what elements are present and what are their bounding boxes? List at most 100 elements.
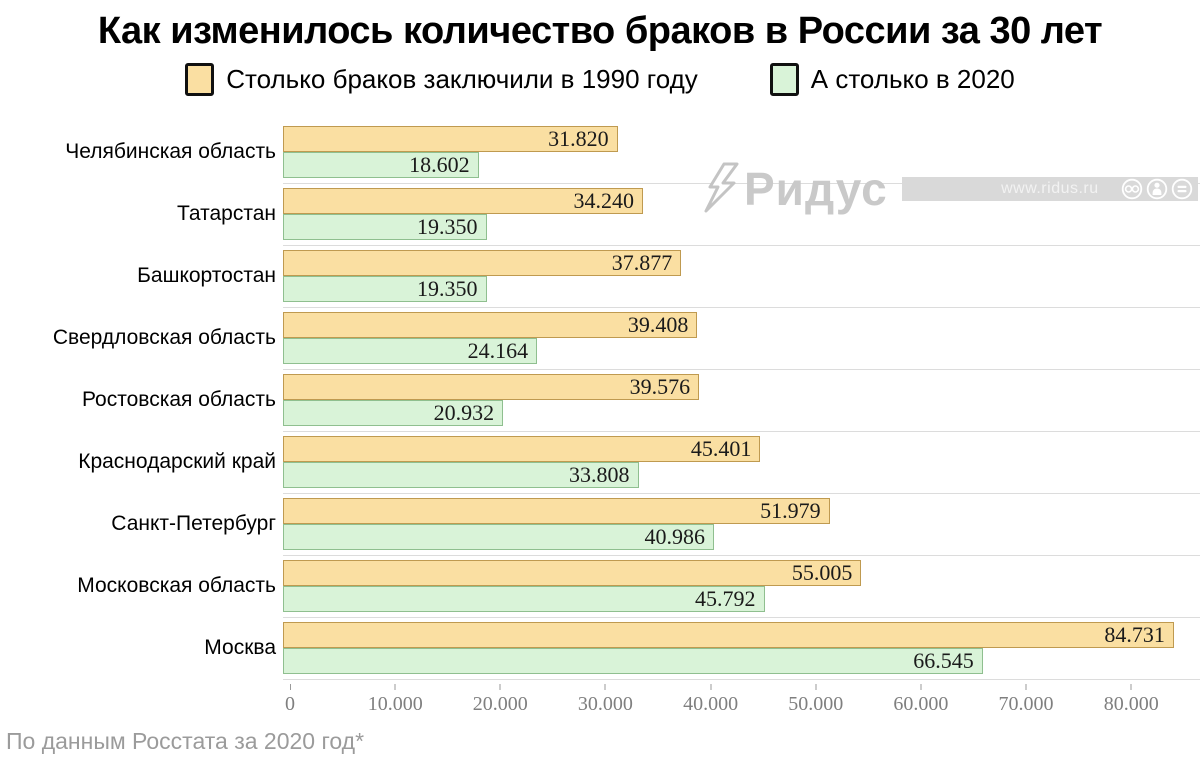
bar-value-label: 84.731 <box>1104 621 1165 647</box>
axis-tick: 10.000 <box>367 683 423 716</box>
tick-mark <box>289 683 291 690</box>
axis-tick: 30.000 <box>577 683 633 716</box>
category-label: Свердловская область <box>52 325 276 349</box>
bar-2020: 33.808 <box>283 461 639 488</box>
category-label: Башкортостан <box>137 263 276 287</box>
tick-mark <box>394 683 396 690</box>
bar-value-label: 55.005 <box>791 559 853 585</box>
tick-label: 50.000 <box>788 692 844 715</box>
bar-2020: 18.602 <box>283 151 479 178</box>
legend-label-2020: А столько в 2020 <box>810 63 1015 94</box>
axis-tick: 20.000 <box>472 683 528 716</box>
chart-row-moscow-oblast: Московская область 55.005 45.792 <box>0 559 1200 618</box>
bar-pair: 37.877 19.350 <box>283 249 1200 308</box>
tick-mark <box>710 683 712 690</box>
bar-1990: 39.576 <box>283 373 700 400</box>
tick-label: 40.000 <box>683 692 739 715</box>
bar-2020: 24.164 <box>283 337 538 364</box>
category-label: Челябинская область <box>65 139 276 163</box>
page-title: Как изменилось количество браков в Росси… <box>97 10 1103 52</box>
bar-value-label: 51.979 <box>760 497 821 523</box>
axis-tick: 0 <box>285 683 295 716</box>
bar-value-label: 31.820 <box>548 125 609 151</box>
tick-label: 10.000 <box>367 692 423 715</box>
axis-tick: 60.000 <box>893 683 949 716</box>
bar-value-label: 19.350 <box>417 275 478 301</box>
legend-item-1990: Столько браков заключили в 1990 году <box>185 62 698 96</box>
bar-2020: 19.350 <box>283 275 487 302</box>
chart-row-rostov: Ростовская область 39.576 20.932 <box>0 373 1200 432</box>
bar-pair: 39.408 24.164 <box>283 311 1200 370</box>
legend-label-1990: Столько браков заключили в 1990 году <box>226 63 698 94</box>
bar-value-label: 20.932 <box>433 399 495 425</box>
axis-tick: 50.000 <box>788 683 844 716</box>
bar-pair: 45.401 33.808 <box>283 435 1200 494</box>
bar-value-label: 40.986 <box>644 523 706 549</box>
bar-2020: 20.932 <box>283 399 504 426</box>
bar-1990: 55.005 <box>283 559 862 586</box>
bar-1990: 51.979 <box>283 497 830 524</box>
bar-chart: Челябинская область 31.820 18.602 Татарс… <box>0 125 1200 720</box>
bar-2020: 45.792 <box>283 585 765 612</box>
category-label: Ростовская область <box>81 387 276 411</box>
tick-label: 30.000 <box>577 692 633 715</box>
bar-value-label: 34.240 <box>573 187 635 213</box>
chart-row-sverdlovsk: Свердловская область 39.408 24.164 <box>0 311 1200 370</box>
bar-value-label: 39.576 <box>629 373 691 399</box>
tick-label: 80.000 <box>1103 692 1159 715</box>
bar-value-label: 19.350 <box>417 213 478 239</box>
bar-pair: 84.731 66.545 <box>283 621 1200 680</box>
bar-pair: 31.820 18.602 <box>283 125 1200 184</box>
legend-swatch-1990-icon <box>185 62 215 96</box>
category-label: Краснодарский край <box>78 449 276 473</box>
bar-2020: 66.545 <box>283 647 983 674</box>
legend-item-2020: А столько в 2020 <box>769 62 1015 96</box>
bar-value-label: 18.602 <box>409 151 470 177</box>
chart-row-moscow: Москва 84.731 66.545 <box>0 621 1200 680</box>
bar-1990: 31.820 <box>283 125 618 152</box>
bar-value-label: 33.808 <box>569 461 630 487</box>
tick-mark <box>604 683 606 690</box>
chart-row-tatarstan: Татарстан 34.240 19.350 <box>0 187 1200 246</box>
axis-tick: 70.000 <box>998 683 1054 716</box>
tick-label: 20.000 <box>472 692 528 715</box>
tick-mark <box>1025 683 1027 690</box>
x-axis: 0 10.000 20.000 30.000 40.000 50.000 60.… <box>285 683 1200 720</box>
category-label: Татарстан <box>176 201 276 225</box>
bar-value-label: 37.877 <box>611 249 673 275</box>
bar-pair: 34.240 19.350 <box>283 187 1200 246</box>
bar-2020: 40.986 <box>283 523 714 550</box>
tick-label: 0 <box>285 692 295 715</box>
bar-1990: 39.408 <box>283 311 698 338</box>
tick-mark <box>499 683 501 690</box>
tick-label: 60.000 <box>893 692 949 715</box>
chart-row-spb: Санкт-Петербург 51.979 40.986 <box>0 497 1200 556</box>
bar-value-label: 66.545 <box>913 647 974 673</box>
bar-value-label: 45.792 <box>695 585 756 611</box>
bar-2020: 19.350 <box>283 213 487 240</box>
bar-value-label: 39.408 <box>627 311 689 337</box>
tick-mark <box>815 683 817 690</box>
legend-swatch-2020-icon <box>769 62 799 96</box>
axis-tick: 80.000 <box>1103 683 1159 716</box>
bar-pair: 55.005 45.792 <box>283 559 1200 618</box>
bar-1990: 45.401 <box>283 435 761 462</box>
chart-row-krasnodar: Краснодарский край 45.401 33.808 <box>0 435 1200 494</box>
bar-pair: 39.576 20.932 <box>283 373 1200 432</box>
axis-tick: 40.000 <box>683 683 739 716</box>
tick-label: 70.000 <box>998 692 1054 715</box>
category-label: Московская область <box>77 573 276 597</box>
bar-value-label: 45.401 <box>690 435 752 461</box>
chart-row-chelyabinsk: Челябинская область 31.820 18.602 <box>0 125 1200 184</box>
category-label: Санкт-Петербург <box>111 511 276 535</box>
category-label: Москва <box>204 635 276 659</box>
bar-pair: 51.979 40.986 <box>283 497 1200 556</box>
tick-mark <box>920 683 922 690</box>
legend: Столько браков заключили в 1990 году А с… <box>0 62 1200 96</box>
chart-row-bashkortostan: Башкортостан 37.877 19.350 <box>0 249 1200 308</box>
tick-mark <box>1130 683 1132 690</box>
bar-1990: 37.877 <box>283 249 682 276</box>
bar-1990: 84.731 <box>283 621 1174 648</box>
bar-value-label: 24.164 <box>467 337 529 363</box>
source-note: По данным Росстата за 2020 год* <box>6 727 365 754</box>
